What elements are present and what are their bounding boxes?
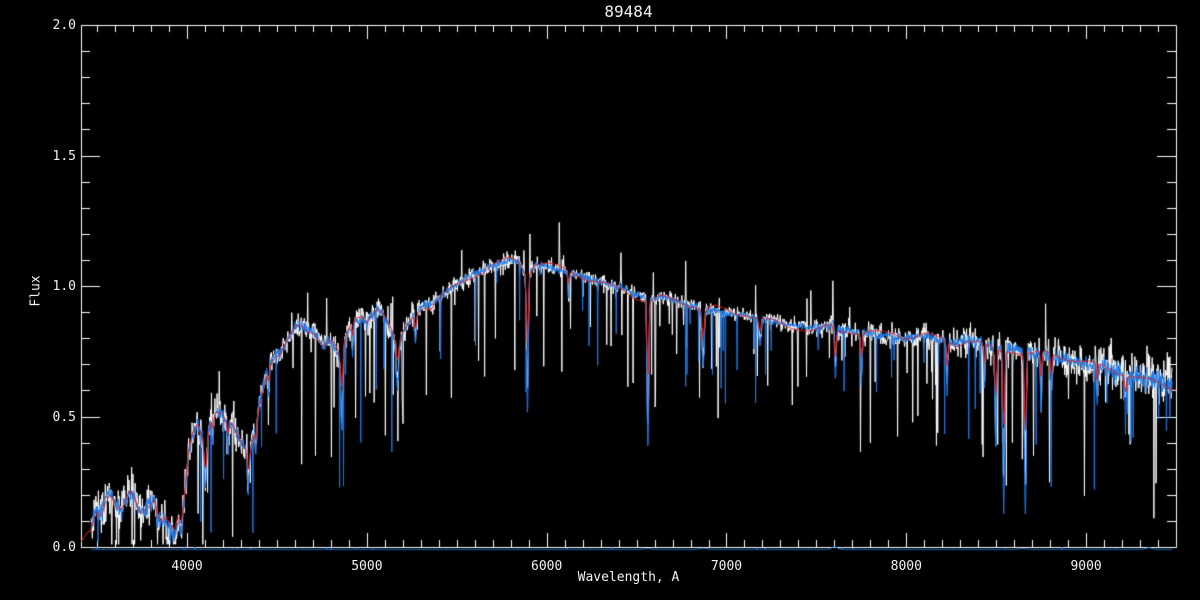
- y-tick-label: 1.0: [52, 279, 76, 294]
- plot-title: 89484: [604, 2, 653, 21]
- y-tick-label: 0.0: [52, 540, 76, 555]
- x-tick-label: 5000: [351, 559, 383, 574]
- x-tick-label: 6000: [531, 559, 563, 574]
- y-tick-label: 1.5: [52, 148, 76, 164]
- x-tick-label: 7000: [710, 559, 743, 574]
- x-tick-label: 4000: [171, 559, 203, 574]
- x-tick-label: 8000: [890, 559, 922, 574]
- x-axis-label: Wavelength, A: [577, 570, 680, 585]
- y-tick-label: 2.0: [52, 18, 76, 33]
- y-tick-label: 0.5: [52, 409, 76, 425]
- x-tick-label: 9000: [1070, 559, 1102, 574]
